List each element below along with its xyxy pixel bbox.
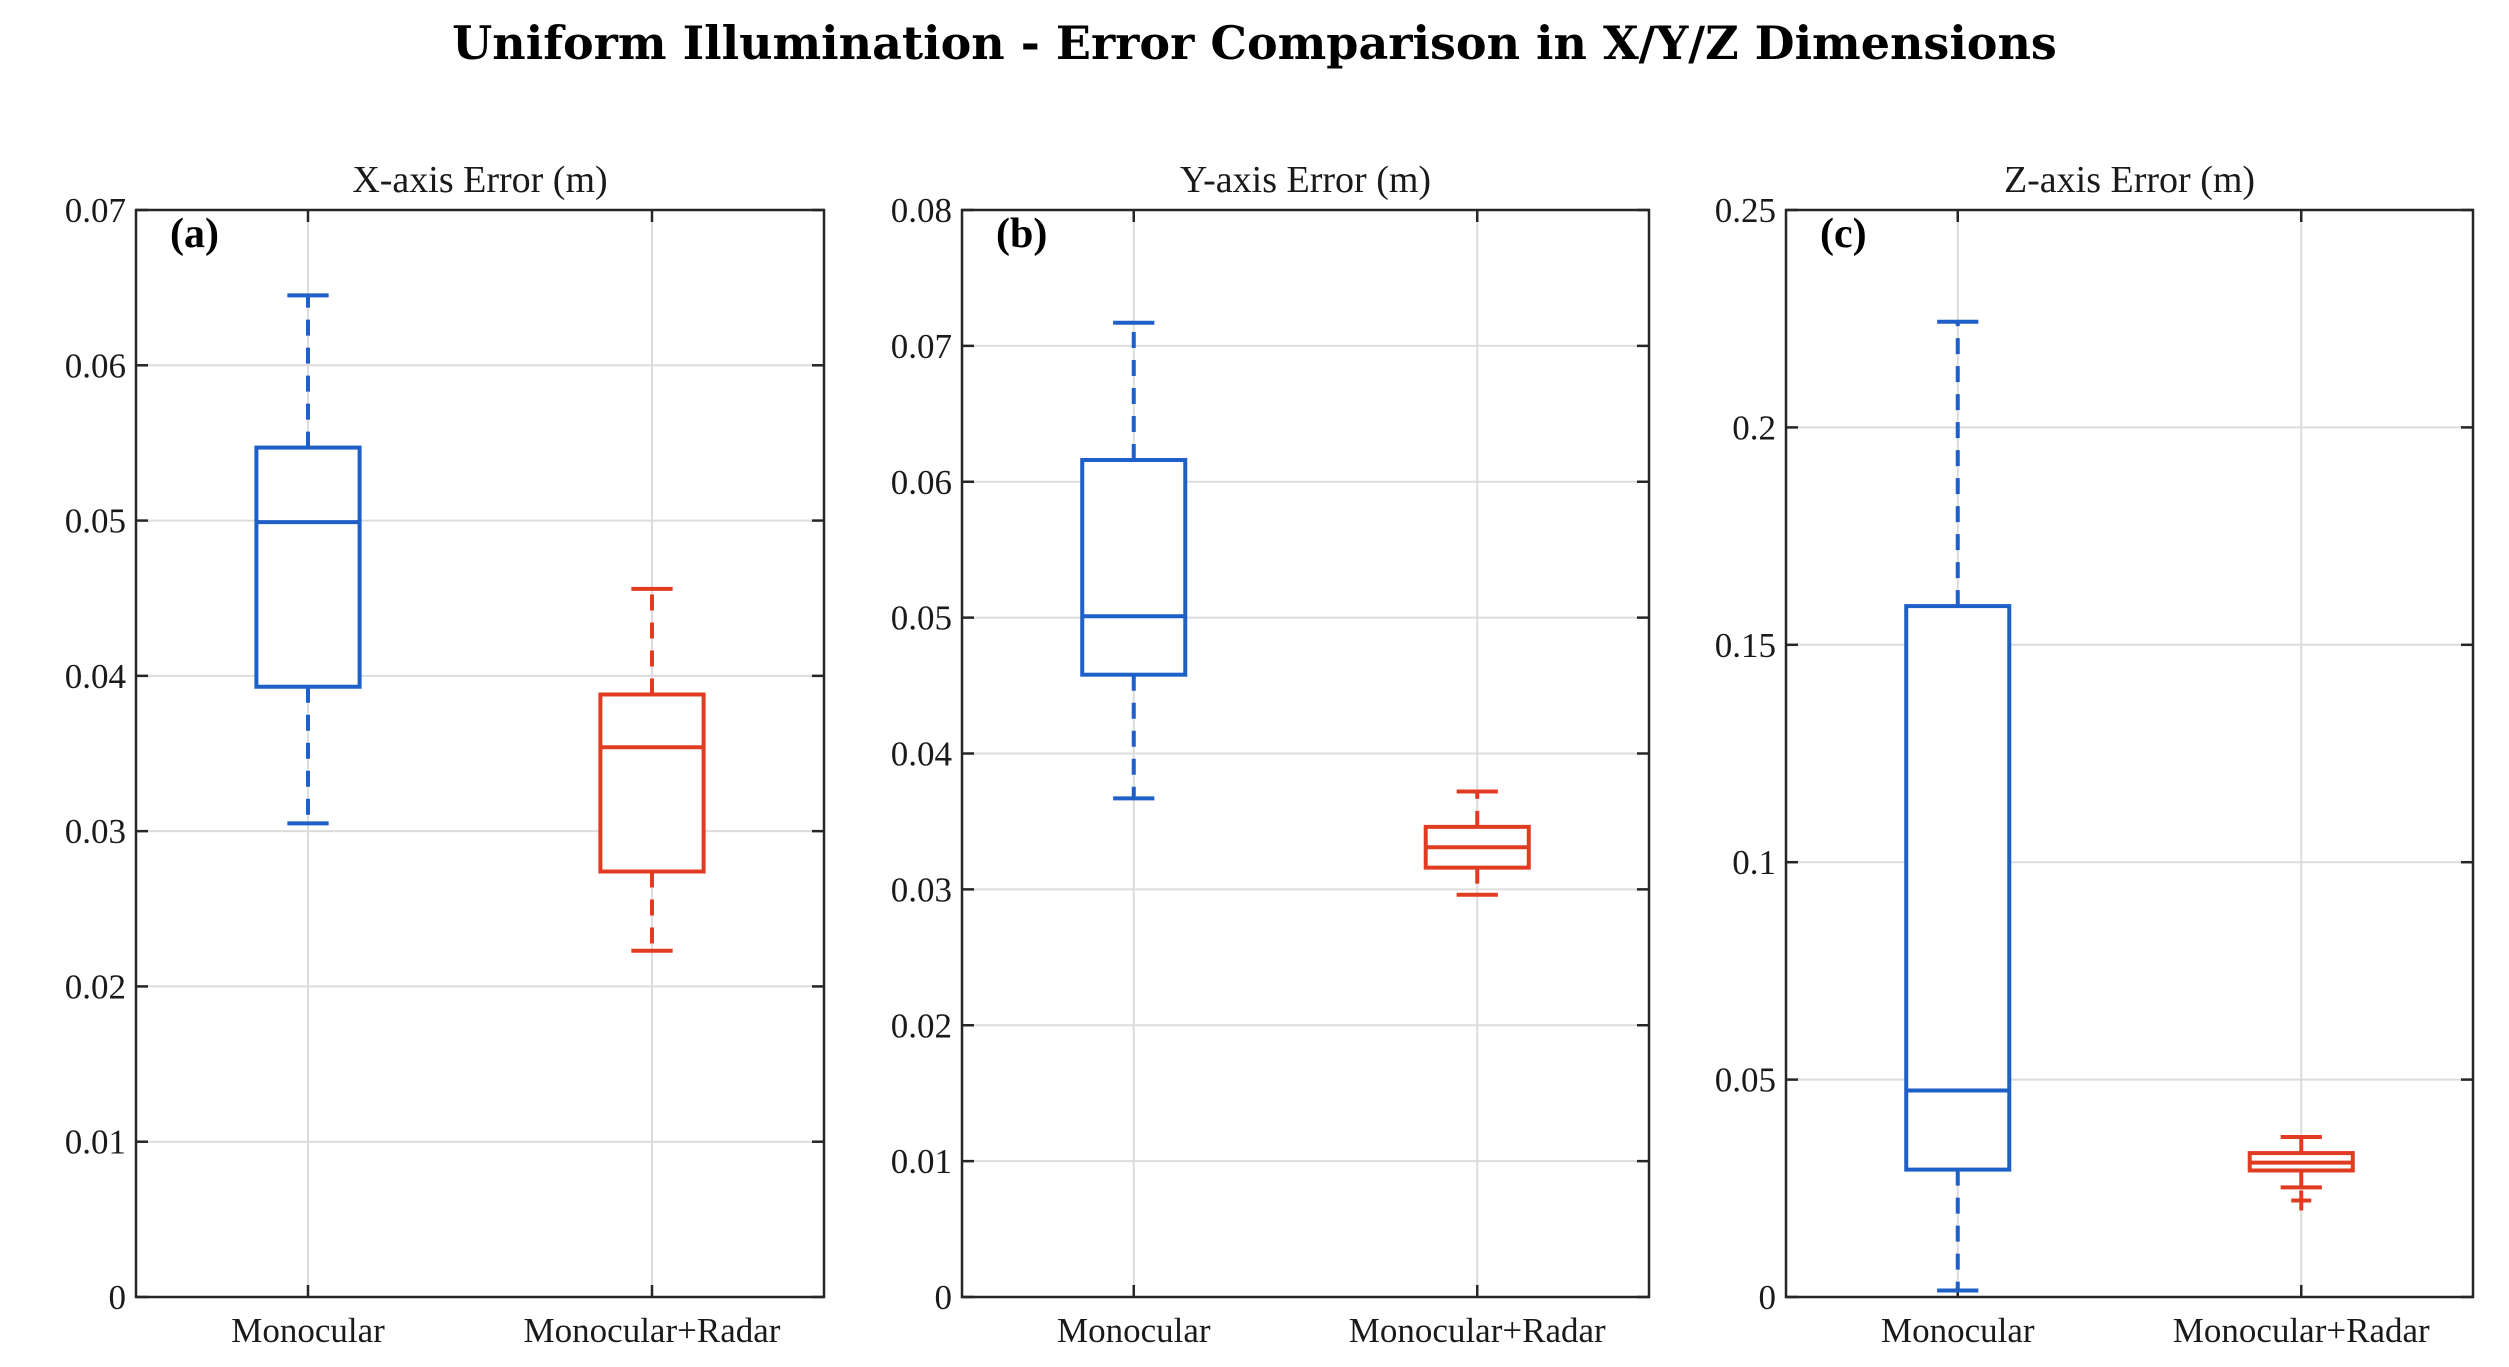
panel-title: Y-axis Error (m) [1180, 159, 1431, 201]
y-tick-label: 0.07 [891, 327, 952, 366]
figure-title: Uniform Illumination - Error Comparison … [452, 16, 2057, 70]
box-monocular [1080, 320, 1188, 801]
iqr-box [1080, 458, 1188, 677]
panel-label: (c) [1820, 211, 1867, 257]
y-tick-label: 0.05 [65, 502, 126, 541]
y-tick-label: 0.02 [891, 1006, 952, 1045]
box-monocular-radar [1423, 789, 1531, 897]
y-tick-label: 0.15 [1715, 626, 1776, 665]
y-tick-label: 0 [935, 1278, 953, 1317]
chart-panel-1: 0 0.01 0.02 0.03 0.04 0.05 0.06 0.07 Monocular Mo… [65, 159, 826, 1350]
y-tick-label: 0 [1759, 1278, 1777, 1317]
panel-title: X-axis Error (m) [352, 159, 607, 201]
y-tick-label: 0.01 [65, 1123, 126, 1162]
y-tick-label: 0.06 [65, 346, 126, 385]
box-monocular-radar [2247, 1134, 2355, 1211]
panel-label: (b) [996, 211, 1047, 257]
outlier-marker [2291, 1190, 2312, 1211]
y-tick-label: 0.02 [65, 967, 126, 1006]
y-tick-label: 0.1 [1732, 843, 1776, 882]
chart-panel-3: 0 0.05 0.1 0.15 0.2 0.25 Monocular Monocular+Ra… [1715, 159, 2475, 1350]
y-tick-label: 0.01 [891, 1142, 952, 1181]
x-tick-label: Monocular+Radar [524, 1311, 781, 1350]
iqr-box [598, 692, 706, 874]
x-tick-label: Monocular [231, 1311, 385, 1350]
chart-panel-2: 0 0.01 0.02 0.03 0.04 0.05 0.06 0.07 0.08 Monocul… [891, 159, 1651, 1350]
y-tick-label: 0.04 [891, 735, 952, 774]
panel-label: (a) [170, 211, 219, 257]
box-monocular [254, 293, 362, 826]
y-tick-label: 0.07 [65, 191, 126, 230]
y-tick-label: 0.25 [1715, 191, 1776, 230]
iqr-box [1904, 604, 2012, 1172]
panel-title: Z-axis Error (m) [2004, 159, 2255, 201]
x-tick-label: Monocular [1881, 1311, 2035, 1350]
y-tick-label: 0.05 [891, 599, 952, 638]
y-tick-label: 0.05 [1715, 1061, 1776, 1100]
y-tick-label: 0.08 [891, 191, 952, 230]
iqr-box [254, 445, 362, 689]
y-tick-label: 0.06 [891, 463, 952, 502]
box-monocular [1904, 319, 2012, 1293]
x-tick-label: Monocular [1057, 1311, 1211, 1350]
y-tick-label: 0.2 [1732, 408, 1776, 447]
axes-frame [134, 208, 826, 1299]
y-tick-label: 0 [109, 1278, 127, 1317]
y-tick-label: 0.03 [65, 812, 126, 851]
y-tick-label: 0.03 [891, 870, 952, 909]
axes-frame [1784, 208, 2475, 1299]
x-tick-label: Monocular+Radar [1349, 1311, 1606, 1350]
box-monocular-radar [598, 586, 706, 953]
x-tick-label: Monocular+Radar [2173, 1311, 2430, 1350]
y-tick-label: 0.04 [65, 657, 126, 696]
